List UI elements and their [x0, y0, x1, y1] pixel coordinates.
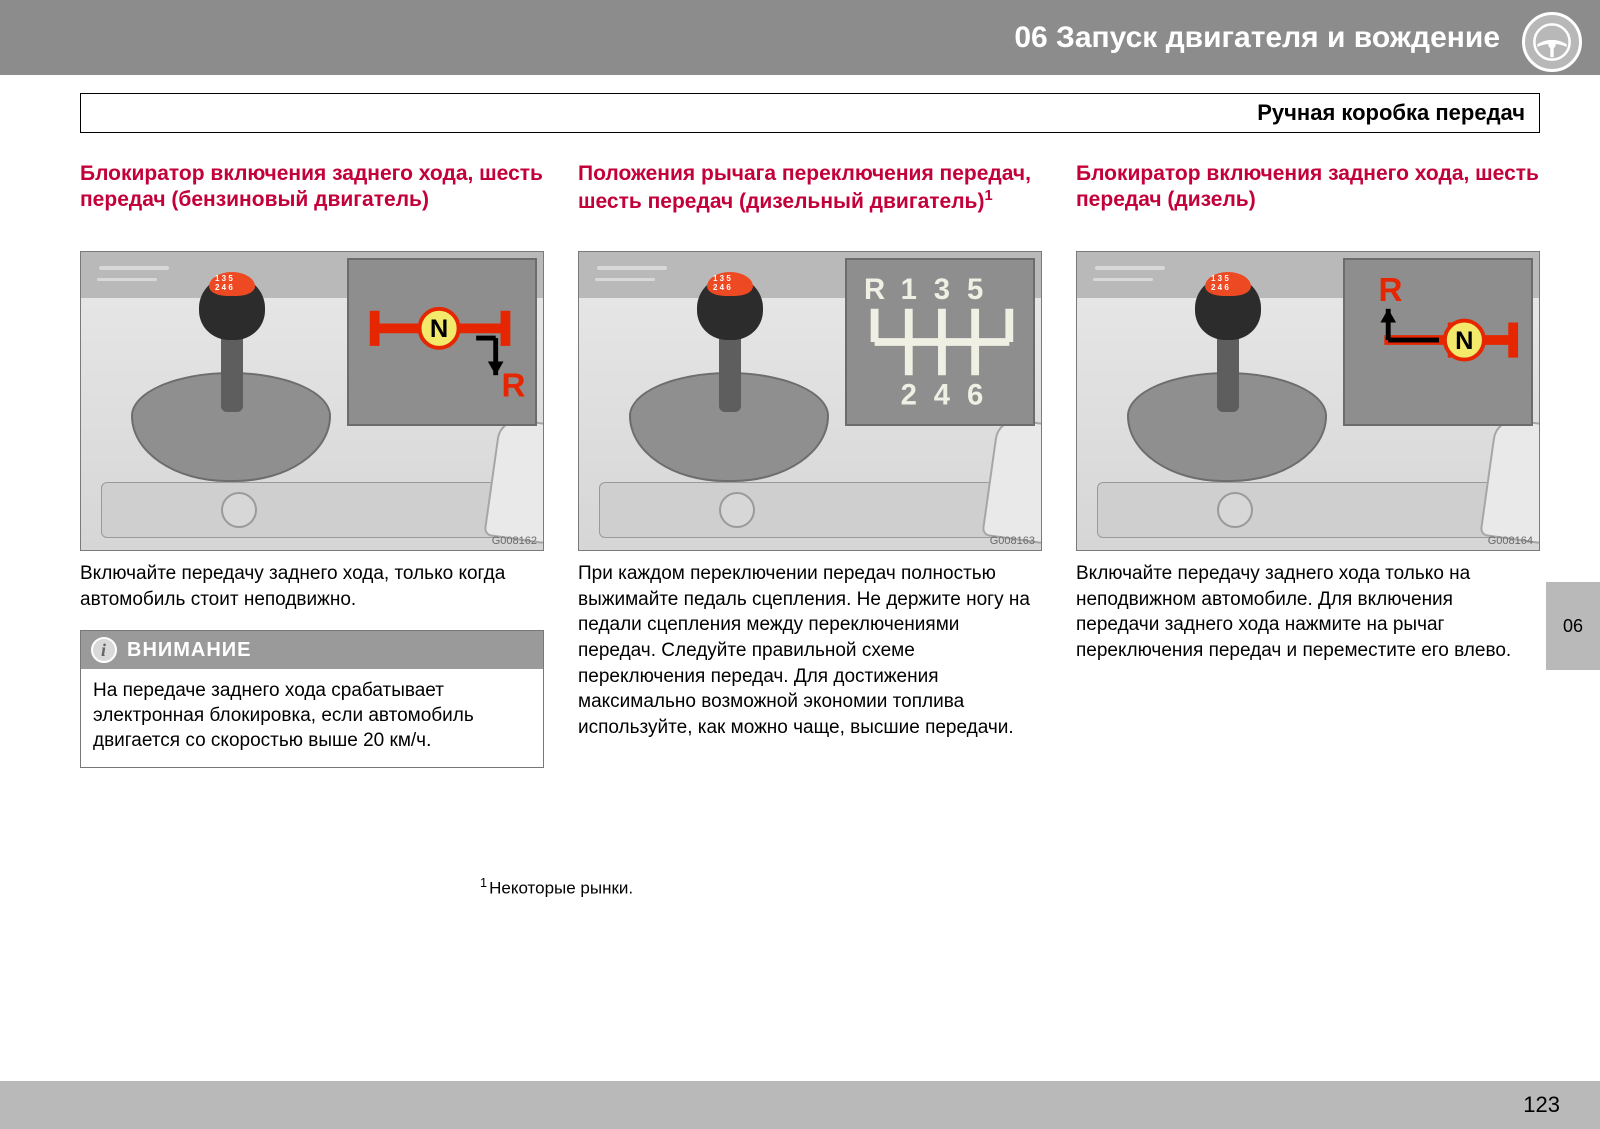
svg-text:N: N [430, 315, 448, 343]
gear-4: 4 [934, 378, 951, 411]
section-title-box: Ручная коробка передач [80, 93, 1540, 133]
gear-6: 6 [967, 378, 983, 411]
gear-5: 5 [967, 273, 983, 306]
figure-3-code: G008164 [1488, 535, 1533, 547]
column-1: Блокиратор включения заднего хода, шесть… [80, 161, 544, 768]
footnote-text: Некоторые рынки. [489, 879, 633, 898]
column-2: Положения рычага переключения передач, ш… [578, 161, 1042, 768]
column-3-heading: Блокиратор включения заднего хода, шесть… [1076, 161, 1540, 241]
column-1-heading: Блокиратор включения заднего хода, шесть… [80, 161, 544, 241]
attention-box: i ВНИМАНИЕ На передаче заднего хода сраб… [80, 630, 544, 768]
info-icon: i [91, 637, 117, 663]
steering-wheel-icon [1522, 12, 1582, 72]
side-tab: 06 [1546, 582, 1600, 670]
column-2-heading-sup: 1 [984, 188, 992, 204]
page-number: 123 [1523, 1092, 1560, 1118]
footnote: 1Некоторые рынки. [480, 875, 633, 899]
footer-bar: 123 [0, 1081, 1600, 1129]
column-2-heading: Положения рычага переключения передач, ш… [578, 161, 1042, 241]
chapter-header: 06 Запуск двигателя и вождение [0, 0, 1600, 75]
figure-2: 1 3 52 4 6 R 1 3 5 2 [578, 251, 1042, 551]
section-title: Ручная коробка передач [1257, 100, 1525, 125]
inset-h-pattern: R 1 3 5 2 4 6 [845, 258, 1035, 426]
svg-text:N: N [1455, 327, 1473, 355]
column-3: Блокиратор включения заднего хода, шесть… [1076, 161, 1540, 768]
column-2-body: При каждом переключении передач полность… [578, 561, 1042, 740]
column-3-body: Включайте передачу заднего хода только н… [1076, 561, 1540, 664]
column-1-body: Включайте передачу заднего хода, только … [80, 561, 544, 612]
chapter-title: Запуск двигателя и вождение [1056, 21, 1500, 55]
svg-text:R: R [1378, 272, 1402, 309]
attention-title-bar: i ВНИМАНИЕ [81, 631, 543, 669]
svg-text:R: R [502, 368, 526, 405]
chapter-number: 06 [1014, 21, 1047, 55]
content-columns: Блокиратор включения заднего хода, шесть… [0, 133, 1600, 768]
inset-n-to-r-right: N R [347, 258, 537, 426]
gear-2: 2 [901, 378, 917, 411]
figure-1: 1 3 52 4 6 N R [80, 251, 544, 551]
figure-2-code: G008163 [990, 535, 1035, 547]
attention-body: На передаче заднего хода срабатывает эле… [81, 669, 543, 767]
footnote-mark: 1 [480, 875, 487, 890]
column-2-heading-text: Положения рычага переключения передач, ш… [578, 162, 1031, 213]
gear-3: 3 [934, 273, 950, 306]
gear-1: 1 [901, 273, 917, 306]
figure-3: 1 3 52 4 6 N R G008164 [1076, 251, 1540, 551]
attention-title: ВНИМАНИЕ [127, 639, 252, 662]
inset-n-to-r-left: N R [1343, 258, 1533, 426]
gear-R: R [864, 273, 885, 306]
figure-1-code: G008162 [492, 535, 537, 547]
